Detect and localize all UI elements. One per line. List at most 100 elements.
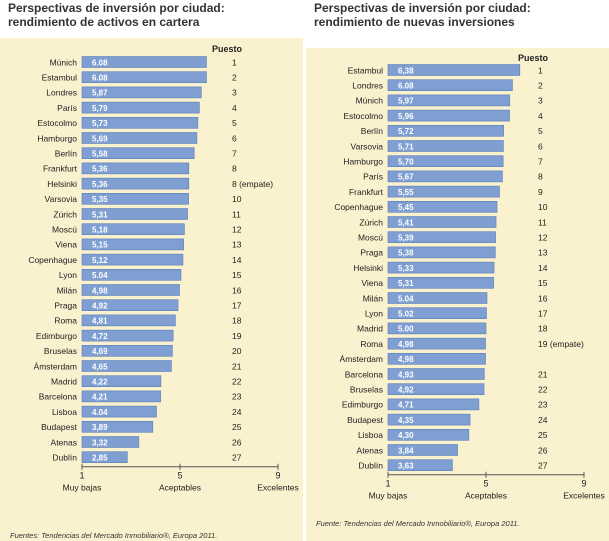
value-label: 6.08: [92, 58, 108, 67]
bar: [81, 314, 176, 327]
value-label: 4,35: [398, 416, 414, 425]
bar: [387, 292, 488, 304]
bar: [387, 79, 513, 91]
value-label: 5,15: [92, 241, 108, 250]
category-label: Bruselas: [350, 385, 383, 395]
panel-divider: [303, 0, 306, 541]
bar: [81, 451, 128, 464]
bar: [81, 223, 185, 235]
chart-title: Perspectivas de inversión por ciudad: re…: [8, 1, 258, 29]
category-label: Varsovia: [351, 141, 384, 151]
value-label: 5,38: [398, 249, 414, 258]
value-label: 5.04: [398, 294, 414, 303]
rank-label: 11: [538, 217, 547, 227]
bar: [387, 459, 453, 472]
rank-label: 5: [232, 118, 237, 128]
bar: [387, 201, 498, 213]
chart-source: Fuentes: Tendencias del Mercado Inmobili…: [10, 531, 218, 540]
rank-label: 21: [232, 361, 242, 371]
category-label: Frankfurt: [349, 187, 384, 197]
bar: [81, 132, 198, 144]
category-label: Zúrich: [359, 217, 383, 227]
bar: [387, 185, 500, 198]
category-label: Berlín: [361, 126, 383, 136]
rank-label: 15: [538, 278, 548, 288]
value-label: 3,89: [92, 423, 108, 432]
rank-label: 1: [232, 57, 237, 67]
bar: [387, 368, 485, 380]
bar: [81, 117, 199, 129]
scale-label: Excelentes: [563, 491, 605, 501]
rank-label: 25: [232, 422, 242, 432]
rank-label: 12: [538, 233, 548, 243]
category-label: Estambul: [42, 73, 78, 83]
chart-source: Fuente: Tendencias del Mercado Inmobilia…: [316, 519, 520, 528]
scale-label: Aceptables: [465, 491, 507, 501]
chart-panel-activos: Perspectivas de inversión por ciudad: re…: [0, 0, 303, 541]
rank-label: 7: [232, 149, 237, 159]
chart-panel-nuevas: Perspectivas de inversión por ciudad: re…: [306, 0, 609, 541]
category-label: Lyon: [59, 270, 77, 280]
rank-label: 14: [232, 255, 242, 265]
category-label: Berlín: [55, 149, 77, 159]
chart-svg: Puesto Múnich 6.08 1 Estambul 6.08 2 Londres 5,8…: [28, 44, 298, 493]
rank-label: 6: [538, 141, 543, 151]
category-label: Hamburgo: [37, 133, 77, 143]
bar: [81, 208, 188, 220]
value-label: 5,36: [92, 165, 108, 174]
rank-label: 8 (empate): [232, 179, 273, 189]
value-label: 5,31: [92, 210, 108, 219]
rank-label: 18: [232, 316, 242, 326]
rank-label: 17: [232, 301, 242, 311]
chart-title-text: Perspectivas de inversión por ciudad: re…: [8, 1, 225, 29]
value-label: 4,72: [92, 332, 108, 341]
value-label: 5,36: [92, 180, 108, 189]
rank-label: 5: [538, 126, 543, 136]
bar: [387, 383, 485, 396]
bar: [387, 170, 503, 183]
category-label: Madrid: [51, 377, 77, 387]
rank-label: 8: [538, 172, 543, 182]
value-label: 5,41: [398, 218, 414, 227]
value-label: 5,58: [92, 150, 108, 159]
rank-label: 16: [232, 285, 242, 295]
bar: [387, 155, 504, 167]
rank-label: 7: [538, 157, 543, 167]
value-label: 4,98: [398, 355, 414, 364]
bar: [81, 329, 174, 342]
bar: [81, 375, 162, 388]
rank-label: 1: [538, 65, 543, 75]
category-label: Milán: [363, 293, 384, 303]
bar: [387, 428, 470, 441]
category-label: Copenhague: [28, 255, 77, 265]
bar: [81, 238, 184, 251]
value-label: 5,39: [398, 234, 414, 243]
bar: [387, 276, 494, 289]
rank-label: 4: [538, 111, 543, 121]
bar: [81, 101, 200, 114]
rank-label: 18: [538, 324, 548, 334]
value-label: 4,93: [398, 370, 414, 379]
bar: [387, 216, 497, 228]
value-label: 5,70: [398, 158, 414, 167]
category-label: Londres: [352, 81, 383, 91]
bar: [81, 268, 182, 281]
bar: [387, 246, 496, 259]
category-label: Estocolmo: [343, 111, 383, 121]
category-label: Hamburgo: [343, 157, 383, 167]
category-label: Zúrich: [53, 209, 77, 219]
category-label: Ámsterdam: [340, 354, 383, 364]
value-label: 6.08: [398, 82, 414, 91]
value-label: 4,92: [92, 302, 108, 311]
bar: [387, 261, 495, 274]
chart-title-text: Perspectivas de inversión por ciudad: re…: [314, 1, 531, 29]
rank-label: 27: [232, 453, 242, 463]
bar: [81, 299, 179, 312]
bar: [81, 420, 154, 433]
bar: [81, 193, 189, 205]
value-label: 2,85: [92, 454, 108, 463]
bar: [387, 231, 496, 243]
rank-header: Puesto: [212, 44, 243, 54]
value-label: 5,69: [92, 134, 108, 143]
bar: [81, 344, 173, 357]
